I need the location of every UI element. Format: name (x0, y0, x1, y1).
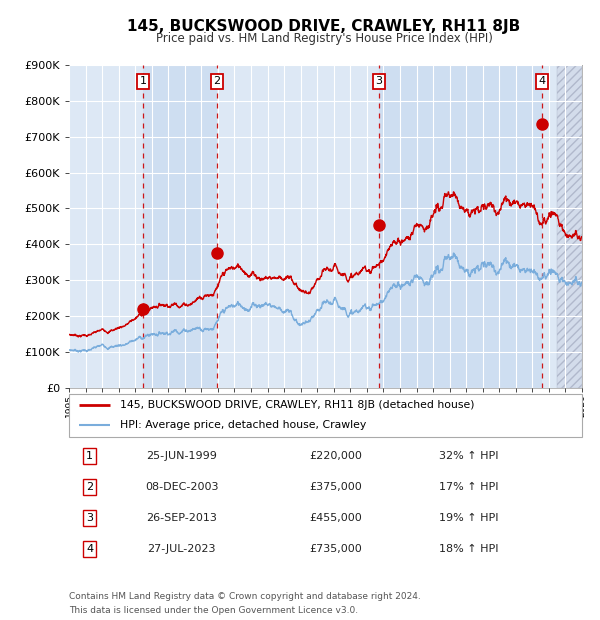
Text: Price paid vs. HM Land Registry's House Price Index (HPI): Price paid vs. HM Land Registry's House … (155, 32, 493, 45)
Bar (557, 65, 582, 388)
Text: 145, BUCKSWOOD DRIVE, CRAWLEY, RH11 8JB: 145, BUCKSWOOD DRIVE, CRAWLEY, RH11 8JB (127, 19, 521, 33)
Text: 27-JUL-2023: 27-JUL-2023 (148, 544, 216, 554)
Text: £735,000: £735,000 (310, 544, 362, 554)
Text: £220,000: £220,000 (310, 451, 362, 461)
Text: 2: 2 (214, 76, 221, 86)
Text: This data is licensed under the Open Government Licence v3.0.: This data is licensed under the Open Gov… (69, 606, 358, 616)
Text: 25-JUN-1999: 25-JUN-1999 (146, 451, 217, 461)
Text: 26-SEP-2013: 26-SEP-2013 (146, 513, 217, 523)
Bar (379, 65, 542, 388)
Bar (557, 65, 582, 388)
Text: 1: 1 (140, 76, 146, 86)
Text: £455,000: £455,000 (310, 513, 362, 523)
Text: 4: 4 (538, 76, 545, 86)
Text: 145, BUCKSWOOD DRIVE, CRAWLEY, RH11 8JB (detached house): 145, BUCKSWOOD DRIVE, CRAWLEY, RH11 8JB … (121, 401, 475, 410)
Text: 19% ↑ HPI: 19% ↑ HPI (439, 513, 499, 523)
Text: Contains HM Land Registry data © Crown copyright and database right 2024.: Contains HM Land Registry data © Crown c… (69, 592, 421, 601)
Text: 2: 2 (86, 482, 93, 492)
FancyBboxPatch shape (69, 394, 582, 437)
Text: 17% ↑ HPI: 17% ↑ HPI (439, 482, 499, 492)
Text: 32% ↑ HPI: 32% ↑ HPI (439, 451, 499, 461)
Text: 08-DEC-2003: 08-DEC-2003 (145, 482, 218, 492)
Text: 18% ↑ HPI: 18% ↑ HPI (439, 544, 499, 554)
Text: HPI: Average price, detached house, Crawley: HPI: Average price, detached house, Craw… (121, 420, 367, 430)
Text: 3: 3 (86, 513, 93, 523)
Text: 3: 3 (376, 76, 383, 86)
Bar (143, 65, 217, 388)
Text: 4: 4 (86, 544, 93, 554)
Text: £375,000: £375,000 (310, 482, 362, 492)
Text: 1: 1 (86, 451, 93, 461)
